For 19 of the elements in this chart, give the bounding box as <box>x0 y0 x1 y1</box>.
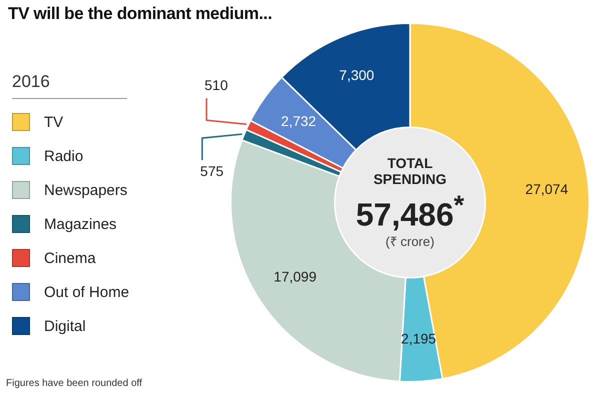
data-label: 2,732 <box>281 113 316 130</box>
legend-label: Magazines <box>44 216 117 232</box>
chart-title: TV will be the dominant medium... <box>8 4 272 24</box>
data-label: 510 <box>204 77 228 94</box>
legend-label: Digital <box>44 318 86 334</box>
text: (₹ crore) <box>384 233 436 250</box>
legend-title: 2016 <box>12 72 127 99</box>
text: Figures have been rounded off <box>6 378 142 389</box>
legend-label: Out of Home <box>44 284 130 300</box>
text: 57,486$^{*}$ <box>354 188 466 232</box>
text: TOTAL SPENDING <box>372 154 448 186</box>
legend-label: Cinema <box>44 250 96 266</box>
legend-label: TV <box>44 114 64 130</box>
data-label: 575 <box>200 162 224 179</box>
data-label: 7,300 <box>339 66 374 83</box>
data-label: 17,099 <box>274 268 317 284</box>
data-label: 27,074 <box>525 180 568 197</box>
legend-label: Radio <box>44 148 84 164</box>
legend-label: Newspapers <box>44 182 128 198</box>
